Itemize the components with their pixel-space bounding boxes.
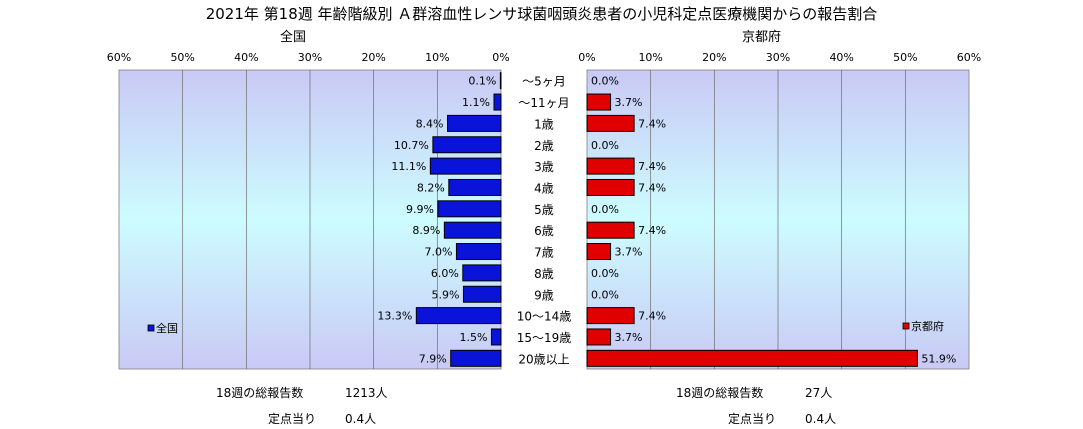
national-bar <box>499 72 502 90</box>
kyoto-tick-label: 60% <box>957 51 981 64</box>
category-label: 10～14歳 <box>517 310 572 324</box>
national-total-label: 18週の総報告数 <box>216 386 304 400</box>
kyoto-data-label: 3.7% <box>615 246 643 259</box>
kyoto-data-label: 0.0% <box>591 267 619 280</box>
kyoto-data-label: 3.7% <box>615 96 643 109</box>
category-label: 9歳 <box>534 288 554 302</box>
national-bar <box>437 200 502 218</box>
category-label: 6歳 <box>534 224 554 238</box>
national-bar <box>429 157 502 175</box>
kyoto-bar <box>586 93 612 111</box>
kyoto-data-label: 7.4% <box>638 310 666 323</box>
national-data-label: 9.9% <box>406 203 434 216</box>
legend-label-kyoto: 京都府 <box>911 319 944 333</box>
kyoto-tick-label: 20% <box>702 51 726 64</box>
national-data-label: 1.5% <box>459 331 487 344</box>
age-distribution-chart: 0% 10% 20% 30% 40% 50% 60% 0.1% 1.1% 8.4% 10.7% 11.… <box>107 51 981 370</box>
kyoto-data-label: 51.9% <box>921 352 956 365</box>
national-tick-label: 30% <box>298 51 322 64</box>
chart-title: 2021年 第18週 年齢階級別 Ａ群溶血性レンサ球菌咽頭炎患者の小児科定点医療… <box>205 5 878 23</box>
national-data-label: 1.1% <box>462 96 490 109</box>
national-data-label: 7.0% <box>424 246 452 259</box>
national-per-label: 定点当り <box>268 412 317 426</box>
category-label: 7歳 <box>534 246 554 260</box>
category-label: 5歳 <box>534 203 554 217</box>
national-per-value: 0.4人 <box>345 412 377 426</box>
national-bar <box>462 285 502 303</box>
national-tick-label: 10% <box>425 51 449 64</box>
kyoto-bar <box>586 114 635 132</box>
legend-swatch-kyoto <box>902 322 910 330</box>
category-label: 3歳 <box>534 160 554 174</box>
kyoto-bar <box>586 243 612 261</box>
national-data-label: 0.1% <box>468 75 496 88</box>
national-bar <box>432 136 502 154</box>
national-tick-label: 20% <box>361 51 385 64</box>
national-bar <box>443 221 502 239</box>
kyoto-tick-label: 50% <box>893 51 917 64</box>
kyoto-data-label: 0.0% <box>591 139 619 152</box>
left-panel-title: 全国 <box>280 30 307 45</box>
national-tick-label: 0% <box>492 51 509 64</box>
national-data-label: 8.2% <box>417 181 445 194</box>
kyoto-tick-label: 0% <box>578 51 595 64</box>
category-label: 20歳以上 <box>518 352 569 366</box>
national-bar <box>455 243 502 261</box>
category-label: 4歳 <box>534 181 554 195</box>
kyoto-bar <box>586 349 918 367</box>
kyoto-data-label: 7.4% <box>638 117 666 130</box>
kyoto-bar <box>586 178 635 196</box>
national-total-value: 1213人 <box>345 386 388 400</box>
kyoto-total-label: 18週の総報告数 <box>676 386 764 400</box>
national-data-label: 7.9% <box>419 352 447 365</box>
category-label: 15～19歳 <box>517 331 572 345</box>
legend-swatch-national <box>147 324 155 332</box>
category-label: ～5ヶ月 <box>522 75 566 89</box>
kyoto-tick-label: 40% <box>829 51 853 64</box>
kyoto-data-label: 0.0% <box>591 75 619 88</box>
kyoto-tick-label: 30% <box>766 51 790 64</box>
kyoto-data-label: 7.4% <box>638 160 666 173</box>
national-bar <box>447 114 502 132</box>
kyoto-bar <box>586 157 635 175</box>
national-data-label: 10.7% <box>394 139 429 152</box>
national-data-label: 11.1% <box>391 160 426 173</box>
category-label: 1歳 <box>534 117 554 131</box>
kyoto-tick-label: 10% <box>638 51 662 64</box>
kyoto-data-label: 7.4% <box>638 181 666 194</box>
national-data-label: 5.9% <box>431 288 459 301</box>
legend-label-national: 全国 <box>156 321 178 335</box>
national-data-label: 8.4% <box>416 117 444 130</box>
right-panel-title: 京都府 <box>742 30 782 45</box>
category-label: ～11ヶ月 <box>518 96 569 110</box>
national-tick-label: 40% <box>234 51 258 64</box>
kyoto-data-label: 7.4% <box>638 224 666 237</box>
national-bar <box>493 93 502 111</box>
kyoto-per-label: 定点当り <box>728 412 777 426</box>
category-label: 2歳 <box>534 139 554 153</box>
national-tick-label: 50% <box>170 51 194 64</box>
kyoto-per-value: 0.4人 <box>805 412 837 426</box>
kyoto-data-label: 0.0% <box>591 203 619 216</box>
national-bar <box>490 328 502 346</box>
kyoto-bar <box>586 307 635 325</box>
national-bar <box>462 264 502 282</box>
national-bar <box>415 307 502 325</box>
kyoto-bar <box>586 328 612 346</box>
kyoto-bar <box>586 221 635 239</box>
national-tick-label: 60% <box>107 51 131 64</box>
national-bar <box>450 349 502 367</box>
kyoto-data-label: 3.7% <box>615 331 643 344</box>
national-data-label: 8.9% <box>412 224 440 237</box>
kyoto-total-value: 27人 <box>805 386 833 400</box>
national-data-label: 13.3% <box>377 310 412 323</box>
national-bar <box>448 178 502 196</box>
kyoto-data-label: 0.0% <box>591 288 619 301</box>
category-label: 8歳 <box>534 267 554 281</box>
national-data-label: 6.0% <box>431 267 459 280</box>
